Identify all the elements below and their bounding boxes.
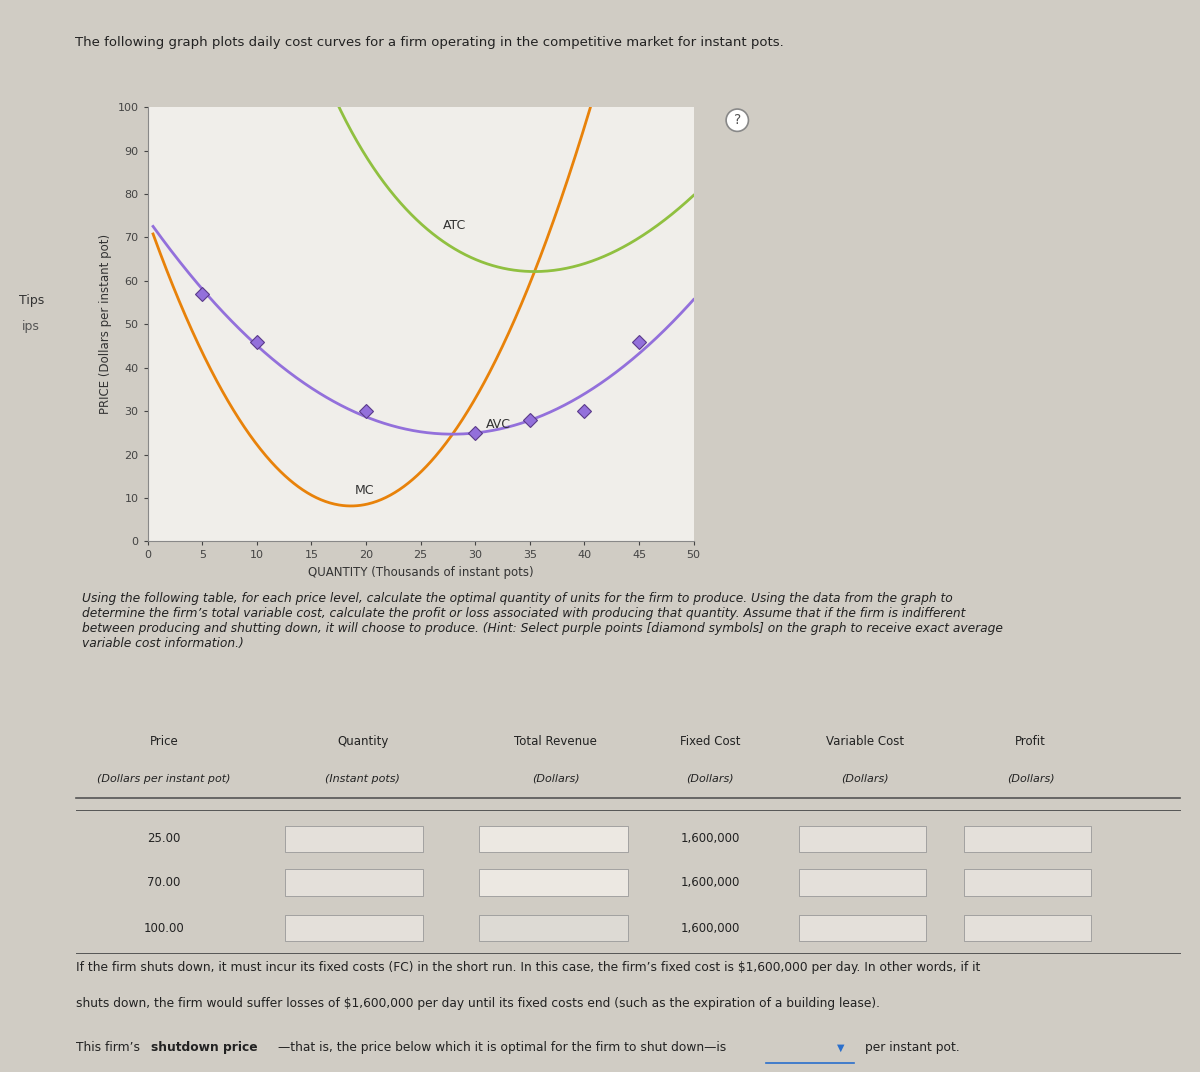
- Text: 1,600,000: 1,600,000: [680, 876, 740, 889]
- Text: Variable Cost: Variable Cost: [826, 735, 904, 748]
- FancyBboxPatch shape: [286, 869, 424, 895]
- Text: shutdown price: shutdown price: [151, 1041, 257, 1054]
- FancyBboxPatch shape: [479, 825, 628, 852]
- Text: (Dollars): (Dollars): [1007, 774, 1055, 784]
- FancyBboxPatch shape: [286, 825, 424, 852]
- FancyBboxPatch shape: [479, 914, 628, 941]
- FancyBboxPatch shape: [965, 914, 1091, 941]
- X-axis label: QUANTITY (Thousands of instant pots): QUANTITY (Thousands of instant pots): [307, 566, 534, 579]
- Text: Tips: Tips: [18, 294, 44, 307]
- Text: Quantity: Quantity: [337, 735, 389, 748]
- Text: 100.00: 100.00: [144, 922, 185, 935]
- Y-axis label: PRICE (Dollars per instant pot): PRICE (Dollars per instant pot): [100, 234, 112, 415]
- Text: 1,600,000: 1,600,000: [680, 832, 740, 846]
- Text: ips: ips: [23, 321, 40, 333]
- Text: shuts down, the firm would suffer losses of $1,600,000 per day until its fixed c: shuts down, the firm would suffer losses…: [76, 997, 880, 1010]
- Text: AVC: AVC: [486, 418, 511, 431]
- Text: ▼: ▼: [401, 834, 408, 844]
- FancyBboxPatch shape: [965, 825, 1091, 852]
- Text: MC: MC: [355, 483, 374, 496]
- Text: Fixed Cost: Fixed Cost: [680, 735, 740, 748]
- Text: ▼: ▼: [401, 923, 408, 933]
- FancyBboxPatch shape: [965, 869, 1091, 895]
- Text: This firm’s: This firm’s: [76, 1041, 144, 1054]
- FancyBboxPatch shape: [479, 869, 628, 895]
- Text: 70.00: 70.00: [148, 876, 181, 889]
- FancyBboxPatch shape: [799, 869, 925, 895]
- Text: (Dollars): (Dollars): [686, 774, 734, 784]
- Text: —that is, the price below which it is optimal for the firm to shut down—is: —that is, the price below which it is op…: [277, 1041, 726, 1054]
- FancyBboxPatch shape: [286, 914, 424, 941]
- Text: ?: ?: [733, 114, 740, 128]
- Text: (Dollars): (Dollars): [841, 774, 889, 784]
- Text: (Instant pots): (Instant pots): [325, 774, 400, 784]
- Text: Price: Price: [150, 735, 179, 748]
- Text: ▼: ▼: [401, 877, 408, 888]
- Text: If the firm shuts down, it must incur its fixed costs (FC) in the short run. In : If the firm shuts down, it must incur it…: [76, 961, 980, 973]
- FancyBboxPatch shape: [799, 825, 925, 852]
- Text: 25.00: 25.00: [148, 832, 181, 846]
- Text: 1,600,000: 1,600,000: [680, 922, 740, 935]
- FancyBboxPatch shape: [799, 914, 925, 941]
- Text: Total Revenue: Total Revenue: [515, 735, 598, 748]
- Text: Profit: Profit: [1015, 735, 1046, 748]
- Text: (Dollars per instant pot): (Dollars per instant pot): [97, 774, 230, 784]
- Text: Using the following table, for each price level, calculate the optimal quantity : Using the following table, for each pric…: [82, 592, 1002, 650]
- Text: ATC: ATC: [443, 219, 466, 232]
- Text: per instant pot.: per instant pot.: [865, 1041, 960, 1054]
- Text: The following graph plots daily cost curves for a firm operating in the competit: The following graph plots daily cost cur…: [76, 36, 784, 49]
- Text: (Dollars): (Dollars): [532, 774, 580, 784]
- Text: ▼: ▼: [836, 1042, 845, 1053]
